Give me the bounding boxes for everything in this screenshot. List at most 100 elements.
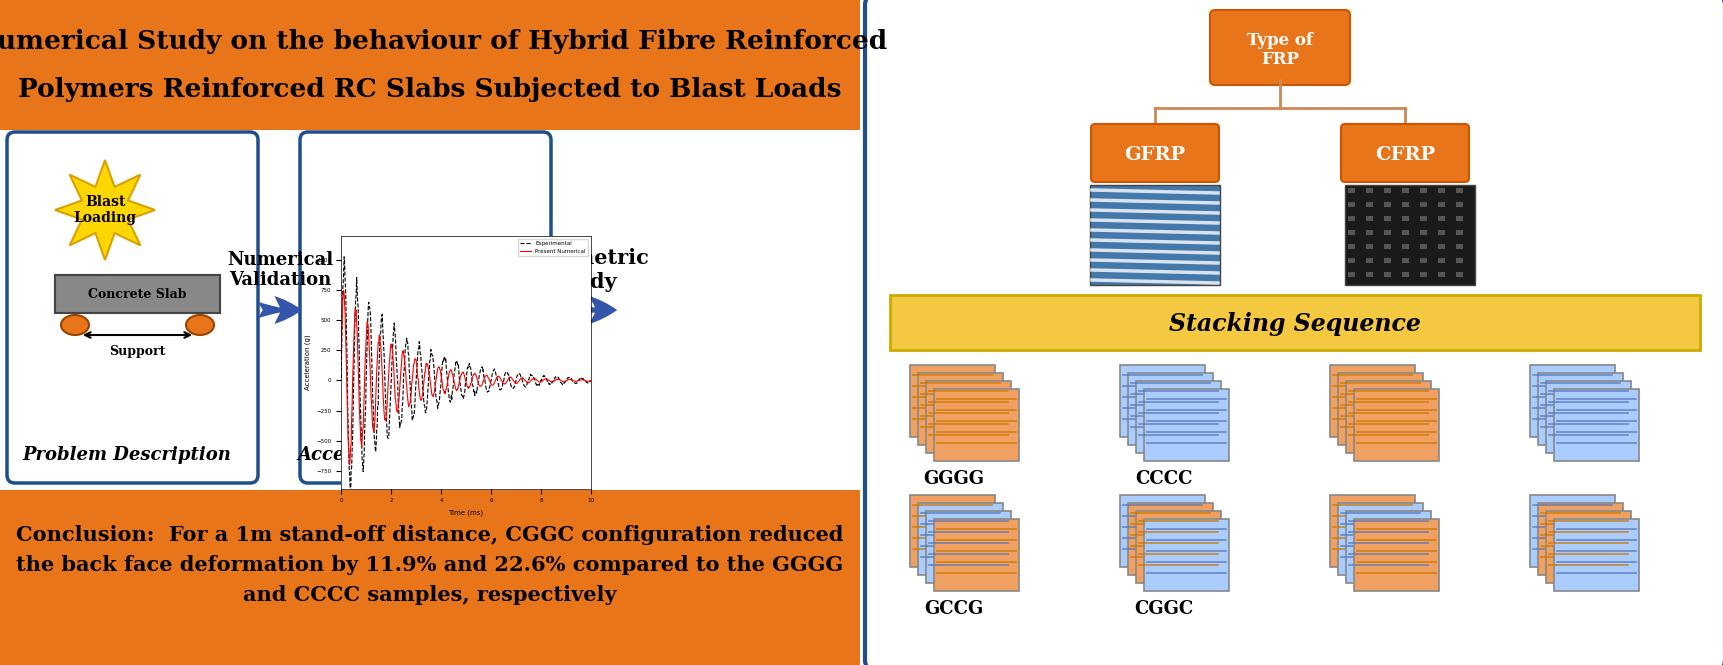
- FancyBboxPatch shape: [1420, 271, 1427, 277]
- Experimental: [451, 392, 472, 400]
- FancyBboxPatch shape: [918, 373, 1003, 445]
- Present Numerical: [451, 368, 472, 376]
- Ellipse shape: [60, 315, 90, 335]
- FancyBboxPatch shape: [1384, 187, 1390, 193]
- FancyBboxPatch shape: [1384, 243, 1390, 249]
- FancyBboxPatch shape: [1347, 201, 1354, 207]
- Experimental: [341, 487, 362, 495]
- FancyBboxPatch shape: [1420, 257, 1427, 263]
- Present Numerical: [575, 377, 596, 385]
- FancyBboxPatch shape: [1437, 201, 1446, 207]
- FancyBboxPatch shape: [1420, 187, 1427, 193]
- FancyBboxPatch shape: [1347, 215, 1354, 221]
- Text: Numerical Study on the behaviour of Hybrid Fibre Reinforced: Numerical Study on the behaviour of Hybr…: [0, 29, 887, 55]
- FancyBboxPatch shape: [1347, 229, 1354, 235]
- FancyBboxPatch shape: [1365, 229, 1373, 235]
- FancyBboxPatch shape: [1346, 511, 1432, 583]
- FancyBboxPatch shape: [0, 490, 860, 665]
- FancyBboxPatch shape: [1384, 271, 1390, 277]
- FancyBboxPatch shape: [7, 132, 258, 483]
- FancyBboxPatch shape: [1454, 271, 1463, 277]
- Text: GCCG: GCCG: [924, 600, 984, 618]
- Ellipse shape: [186, 315, 214, 335]
- FancyBboxPatch shape: [1454, 243, 1463, 249]
- FancyBboxPatch shape: [55, 275, 221, 313]
- FancyBboxPatch shape: [1401, 229, 1409, 235]
- FancyBboxPatch shape: [1091, 185, 1220, 285]
- FancyBboxPatch shape: [1420, 201, 1427, 207]
- FancyBboxPatch shape: [934, 389, 1018, 461]
- FancyBboxPatch shape: [925, 381, 1011, 453]
- FancyBboxPatch shape: [1330, 365, 1415, 437]
- Legend: Experimental, Present Numerical: Experimental, Present Numerical: [517, 239, 588, 256]
- FancyBboxPatch shape: [1120, 495, 1204, 567]
- Y-axis label: Acceleration (g): Acceleration (g): [305, 334, 310, 390]
- FancyBboxPatch shape: [1401, 257, 1409, 263]
- FancyBboxPatch shape: [1129, 373, 1213, 445]
- Text: GFRP: GFRP: [1125, 146, 1185, 164]
- Text: CFRP: CFRP: [1375, 146, 1435, 164]
- Text: GGGG: GGGG: [924, 470, 984, 488]
- FancyBboxPatch shape: [1347, 243, 1354, 249]
- Text: Type of
FRP: Type of FRP: [1247, 32, 1313, 68]
- FancyBboxPatch shape: [1135, 381, 1222, 453]
- Experimental: [334, 253, 355, 261]
- FancyBboxPatch shape: [1454, 201, 1463, 207]
- FancyBboxPatch shape: [1347, 257, 1354, 263]
- FancyArrowPatch shape: [551, 296, 617, 324]
- Present Numerical: [581, 376, 601, 384]
- Polygon shape: [55, 160, 155, 260]
- Text: Conclusion:  For a 1m stand-off distance, CGGC configuration reduced
the back fa: Conclusion: For a 1m stand-off distance,…: [16, 525, 844, 604]
- FancyBboxPatch shape: [1401, 243, 1409, 249]
- Text: CGGC: CGGC: [1134, 600, 1194, 618]
- FancyBboxPatch shape: [1210, 10, 1351, 85]
- FancyBboxPatch shape: [1384, 257, 1390, 263]
- Experimental: [467, 383, 488, 391]
- FancyBboxPatch shape: [0, 0, 860, 130]
- FancyBboxPatch shape: [1401, 215, 1409, 221]
- FancyBboxPatch shape: [1346, 185, 1475, 285]
- FancyBboxPatch shape: [1330, 495, 1415, 567]
- FancyBboxPatch shape: [1365, 271, 1373, 277]
- FancyBboxPatch shape: [1437, 257, 1446, 263]
- FancyBboxPatch shape: [1530, 365, 1614, 437]
- FancyBboxPatch shape: [1365, 201, 1373, 207]
- Text: Stacking Sequence: Stacking Sequence: [1170, 312, 1421, 336]
- Text: CCCC: CCCC: [1135, 470, 1192, 488]
- FancyBboxPatch shape: [1454, 187, 1463, 193]
- FancyBboxPatch shape: [1420, 215, 1427, 221]
- Experimental: [481, 377, 501, 385]
- FancyBboxPatch shape: [865, 0, 1723, 665]
- X-axis label: Time (ms): Time (ms): [448, 509, 484, 515]
- Present Numerical: [339, 461, 360, 469]
- Experimental: [450, 384, 470, 392]
- FancyBboxPatch shape: [925, 511, 1011, 583]
- Present Numerical: [536, 375, 557, 383]
- FancyBboxPatch shape: [1144, 389, 1228, 461]
- Text: Numerical
Validation: Numerical Validation: [227, 251, 333, 289]
- FancyBboxPatch shape: [1420, 243, 1427, 249]
- Experimental: [536, 376, 557, 384]
- FancyBboxPatch shape: [891, 295, 1701, 350]
- FancyBboxPatch shape: [1120, 365, 1204, 437]
- FancyBboxPatch shape: [1129, 503, 1213, 575]
- Text: Acceleration Comparison: Acceleration Comparison: [298, 446, 553, 464]
- FancyBboxPatch shape: [1401, 187, 1409, 193]
- FancyBboxPatch shape: [1354, 389, 1439, 461]
- Experimental: [331, 374, 351, 382]
- FancyBboxPatch shape: [1347, 271, 1354, 277]
- FancyBboxPatch shape: [1135, 511, 1222, 583]
- FancyBboxPatch shape: [1554, 389, 1639, 461]
- FancyBboxPatch shape: [0, 130, 860, 490]
- Text: Polymers Reinforced RC Slabs Subjected to Blast Loads: Polymers Reinforced RC Slabs Subjected t…: [19, 78, 843, 102]
- FancyBboxPatch shape: [1454, 257, 1463, 263]
- FancyBboxPatch shape: [1340, 124, 1470, 182]
- FancyBboxPatch shape: [1347, 187, 1354, 193]
- FancyBboxPatch shape: [1437, 229, 1446, 235]
- FancyBboxPatch shape: [1539, 503, 1623, 575]
- FancyBboxPatch shape: [1365, 215, 1373, 221]
- FancyBboxPatch shape: [1546, 381, 1632, 453]
- FancyBboxPatch shape: [910, 365, 994, 437]
- FancyBboxPatch shape: [1339, 373, 1423, 445]
- FancyBboxPatch shape: [1539, 373, 1623, 445]
